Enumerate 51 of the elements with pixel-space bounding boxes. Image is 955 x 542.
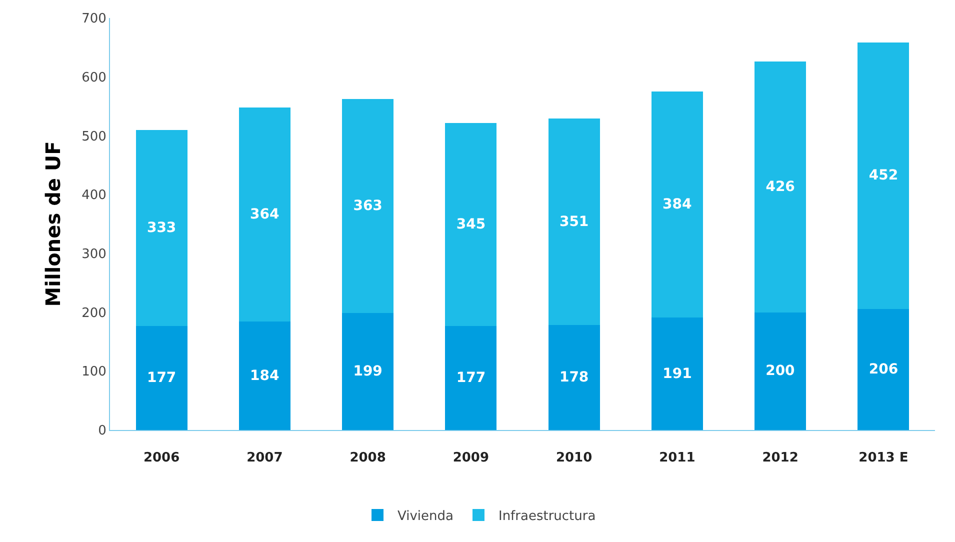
y-tick-label: 300 xyxy=(82,246,106,262)
data-label: 191 xyxy=(662,366,692,382)
data-label: 177 xyxy=(146,370,176,386)
bar xyxy=(858,308,910,430)
legend-label: Vivienda xyxy=(398,509,454,524)
bar xyxy=(342,99,394,313)
bar xyxy=(238,322,290,430)
data-label: 177 xyxy=(456,370,486,386)
x-tick-label: 2011 xyxy=(659,450,696,466)
bar xyxy=(548,118,600,326)
bar xyxy=(651,318,703,430)
bar xyxy=(445,122,497,326)
data-label: 200 xyxy=(766,363,796,380)
bar xyxy=(858,42,910,309)
x-tick-label: 2009 xyxy=(452,450,490,466)
data-label: 426 xyxy=(766,178,795,195)
data-label: 384 xyxy=(662,196,692,213)
data-label: 184 xyxy=(250,368,280,384)
x-tick-label: 2006 xyxy=(143,450,180,466)
x-tick-label: 2012 xyxy=(762,450,798,466)
y-tick-label: 100 xyxy=(82,364,106,380)
x-tick-label: 2007 xyxy=(246,450,283,466)
bar xyxy=(342,312,394,430)
legend-label: Infraestructura xyxy=(498,509,596,524)
bar xyxy=(136,326,188,430)
bar xyxy=(136,130,188,326)
bar xyxy=(754,312,806,430)
y-tick-label: 500 xyxy=(82,129,106,144)
bar xyxy=(238,107,290,322)
data-label: 199 xyxy=(353,363,382,380)
data-label: 345 xyxy=(456,216,486,232)
data-label: 206 xyxy=(868,361,898,378)
data-label: 364 xyxy=(250,206,280,223)
data-label: 333 xyxy=(146,220,176,236)
data-label: 363 xyxy=(353,198,382,214)
x-tick-label: 2010 xyxy=(556,450,592,466)
y-tick-label: 600 xyxy=(82,70,106,86)
y-tick-label: 200 xyxy=(82,306,106,321)
y-tick-label: 700 xyxy=(82,12,106,27)
bar xyxy=(445,326,497,430)
bar xyxy=(548,325,600,430)
bar xyxy=(754,62,806,312)
y-tick-label: 0 xyxy=(98,424,106,439)
x-tick-label: 2008 xyxy=(350,450,386,466)
y-tick-label: 400 xyxy=(82,188,106,204)
y-axis-title: Millones de UF xyxy=(41,141,66,307)
data-label: 178 xyxy=(559,370,589,386)
x-tick-label: 2013 E xyxy=(858,450,908,466)
data-label: 452 xyxy=(868,168,898,184)
bar xyxy=(651,92,703,318)
data-label: 351 xyxy=(559,214,589,230)
